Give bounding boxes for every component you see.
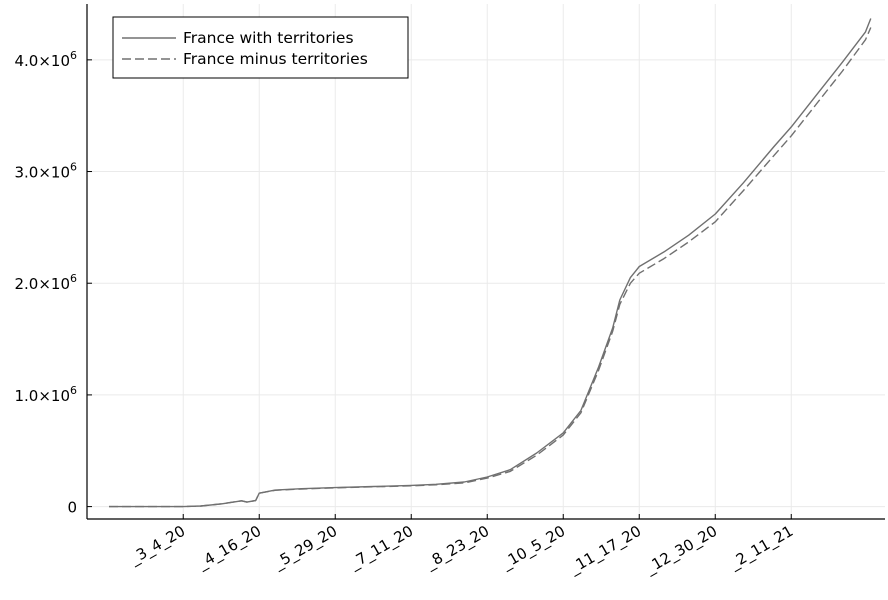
series-lines bbox=[109, 18, 872, 508]
x-tick-label: _7_11_20 bbox=[346, 522, 417, 574]
x-tick-label: _5_29_20 bbox=[270, 522, 341, 574]
y-tick-label: 0 bbox=[67, 499, 77, 517]
legend: France with territories France minus terr… bbox=[112, 16, 409, 79]
y-tick-label: 3.0×106 bbox=[14, 161, 77, 182]
x-axis-ticks: _3_4_20 _4_16_20 _5_29_20 _7_11_20 _8_23_20 _… bbox=[126, 514, 797, 579]
series-line-1 bbox=[109, 18, 872, 508]
y-tick-label: 1.0×106 bbox=[14, 384, 77, 405]
legend-label: France minus territories bbox=[183, 50, 368, 68]
axes bbox=[86, 4, 885, 520]
x-tick-label: _2_11_21 bbox=[726, 522, 797, 574]
x-tick-label: _10_5_20 bbox=[498, 522, 569, 574]
grid-lines bbox=[87, 4, 885, 520]
y-tick-label: 4.0×106 bbox=[14, 49, 77, 70]
series-line-2 bbox=[109, 27, 872, 508]
x-tick-label: _4_16_20 bbox=[194, 522, 265, 574]
x-tick-label: _11_17_20 bbox=[565, 522, 644, 579]
x-tick-label: _3_4_20 bbox=[126, 522, 189, 569]
x-tick-label: _8_23_20 bbox=[422, 522, 493, 574]
y-tick-label: 2.0×106 bbox=[14, 272, 77, 293]
y-axis-ticks: 0 1.0×106 2.0×106 3.0×106 4.0×106 bbox=[14, 49, 92, 517]
x-tick-label: _12_30_20 bbox=[641, 522, 720, 579]
legend-box bbox=[112, 16, 409, 79]
legend-label: France with territories bbox=[183, 29, 354, 47]
